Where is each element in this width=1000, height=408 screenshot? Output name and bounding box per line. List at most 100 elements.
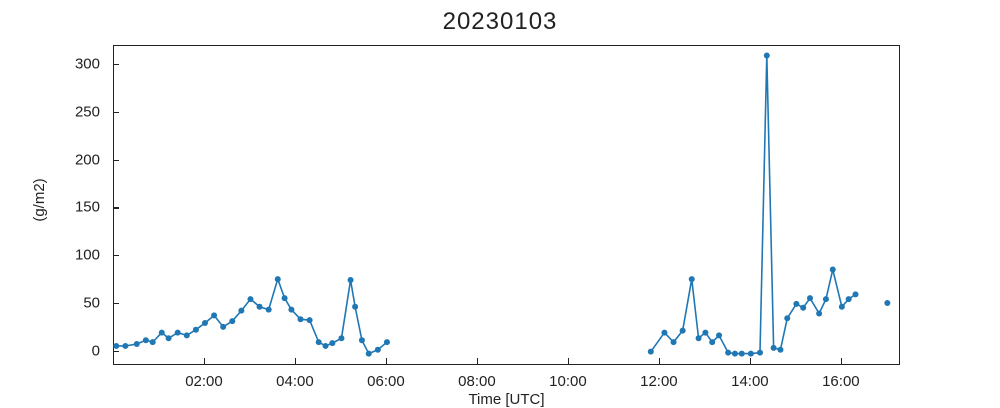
- y-tick-label-300: 300: [0, 56, 100, 73]
- morning-point-9[interactable]: [193, 327, 199, 333]
- morning-line: [116, 279, 387, 354]
- afternoon-point-24[interactable]: [839, 304, 845, 310]
- morning-point-1[interactable]: [122, 343, 128, 349]
- x-tick-label-04:00: 04:00: [276, 373, 314, 390]
- x-tick-mark-06:00: [386, 358, 387, 364]
- morning-point-16[interactable]: [257, 304, 263, 310]
- y-tick-mark-50: [113, 303, 119, 304]
- morning-point-4[interactable]: [150, 339, 156, 345]
- morning-point-6[interactable]: [166, 335, 172, 341]
- afternoon-point-22[interactable]: [823, 296, 829, 302]
- afternoon-point-13[interactable]: [757, 350, 763, 356]
- afternoon-point-19[interactable]: [800, 305, 806, 311]
- afternoon-point-8[interactable]: [716, 332, 722, 338]
- afternoon-point-5[interactable]: [696, 335, 702, 341]
- afternoon-point-12[interactable]: [748, 351, 754, 357]
- afternoon-point-9[interactable]: [725, 350, 731, 356]
- x-tick-label-12:00: 12:00: [640, 373, 678, 390]
- y-tick-label-250: 250: [0, 103, 100, 120]
- afternoon-point-18[interactable]: [793, 301, 799, 307]
- morning-point-0[interactable]: [113, 343, 119, 349]
- afternoon-line: [651, 56, 856, 354]
- afternoon-point-0[interactable]: [648, 349, 654, 355]
- afternoon-point-3[interactable]: [680, 328, 686, 334]
- y-tick-mark-200: [113, 160, 119, 161]
- afternoon-dots: [648, 53, 859, 357]
- x-tick-mark-16:00: [841, 358, 842, 364]
- y-tick-mark-100: [113, 255, 119, 256]
- y-tick-mark-150: [113, 207, 119, 208]
- morning-point-13[interactable]: [229, 318, 235, 324]
- y-tick-mark-250: [113, 112, 119, 113]
- morning-point-27[interactable]: [348, 277, 354, 283]
- afternoon-point-4[interactable]: [689, 276, 695, 282]
- x-tick-mark-14:00: [750, 358, 751, 364]
- afternoon-point-16[interactable]: [777, 347, 783, 353]
- x-tick-label-08:00: 08:00: [458, 373, 496, 390]
- afternoon-point-17[interactable]: [784, 315, 790, 321]
- last-point-dots: [884, 300, 890, 306]
- afternoon-point-25[interactable]: [846, 296, 852, 302]
- afternoon-point-10[interactable]: [732, 351, 738, 357]
- morning-point-29[interactable]: [359, 337, 365, 343]
- y-tick-mark-0: [113, 351, 119, 352]
- morning-point-14[interactable]: [238, 308, 244, 314]
- morning-point-22[interactable]: [307, 317, 313, 323]
- afternoon-point-23[interactable]: [830, 267, 836, 273]
- x-tick-mark-04:00: [295, 358, 296, 364]
- x-tick-label-16:00: 16:00: [822, 373, 860, 390]
- chart-title: 20230103: [0, 8, 1000, 36]
- morning-point-7[interactable]: [175, 330, 181, 336]
- morning-point-18[interactable]: [275, 276, 281, 282]
- x-tick-mark-10:00: [568, 358, 569, 364]
- morning-point-23[interactable]: [316, 339, 322, 345]
- x-tick-label-06:00: 06:00: [367, 373, 405, 390]
- x-tick-mark-12:00: [659, 358, 660, 364]
- morning-point-17[interactable]: [266, 307, 272, 313]
- morning-point-11[interactable]: [211, 312, 217, 318]
- morning-point-26[interactable]: [338, 335, 344, 341]
- afternoon-point-6[interactable]: [702, 330, 708, 336]
- x-tick-mark-02:00: [204, 358, 205, 364]
- morning-point-15[interactable]: [247, 296, 253, 302]
- morning-dots: [113, 276, 390, 357]
- afternoon-point-11[interactable]: [739, 351, 745, 357]
- afternoon-point-21[interactable]: [816, 310, 822, 316]
- x-axis-wrap: 02:00 04:00 06:00 08:00 10:00 12:00 14:00 16:00…: [113, 365, 900, 395]
- afternoon-point-26[interactable]: [853, 291, 859, 297]
- morning-point-19[interactable]: [282, 295, 288, 301]
- y-tick-label-100: 100: [0, 247, 100, 264]
- morning-point-24[interactable]: [323, 343, 329, 349]
- plot-area: [113, 45, 900, 365]
- afternoon-point-14[interactable]: [764, 53, 770, 59]
- afternoon-point-20[interactable]: [807, 295, 813, 301]
- morning-point-32[interactable]: [384, 339, 390, 345]
- data-series-svg: [114, 46, 901, 366]
- morning-point-31[interactable]: [375, 347, 381, 353]
- y-tick-label-50: 50: [0, 294, 100, 311]
- y-tick-label-0: 0: [0, 342, 100, 359]
- morning-point-20[interactable]: [288, 307, 294, 313]
- morning-point-8[interactable]: [184, 332, 190, 338]
- afternoon-point-7[interactable]: [709, 339, 715, 345]
- y-tick-mark-300: [113, 64, 119, 65]
- morning-point-5[interactable]: [159, 330, 165, 336]
- afternoon-point-1[interactable]: [661, 330, 667, 336]
- y-tick-label-200: 200: [0, 151, 100, 168]
- morning-point-2[interactable]: [134, 341, 140, 347]
- morning-point-3[interactable]: [143, 337, 149, 343]
- x-tick-label-14:00: 14:00: [731, 373, 769, 390]
- morning-point-30[interactable]: [366, 351, 372, 357]
- morning-point-28[interactable]: [352, 304, 358, 310]
- last_point-point-0[interactable]: [884, 300, 890, 306]
- x-tick-mark-08:00: [477, 358, 478, 364]
- x-tick-label-10:00: 10:00: [549, 373, 587, 390]
- morning-point-21[interactable]: [298, 316, 304, 322]
- x-tick-label-02:00: 02:00: [185, 373, 223, 390]
- morning-point-12[interactable]: [220, 324, 226, 330]
- afternoon-point-2[interactable]: [671, 339, 677, 345]
- morning-point-10[interactable]: [202, 320, 208, 326]
- y-tick-label-150: 150: [0, 199, 100, 216]
- afternoon-point-15[interactable]: [771, 345, 777, 351]
- morning-point-25[interactable]: [329, 340, 335, 346]
